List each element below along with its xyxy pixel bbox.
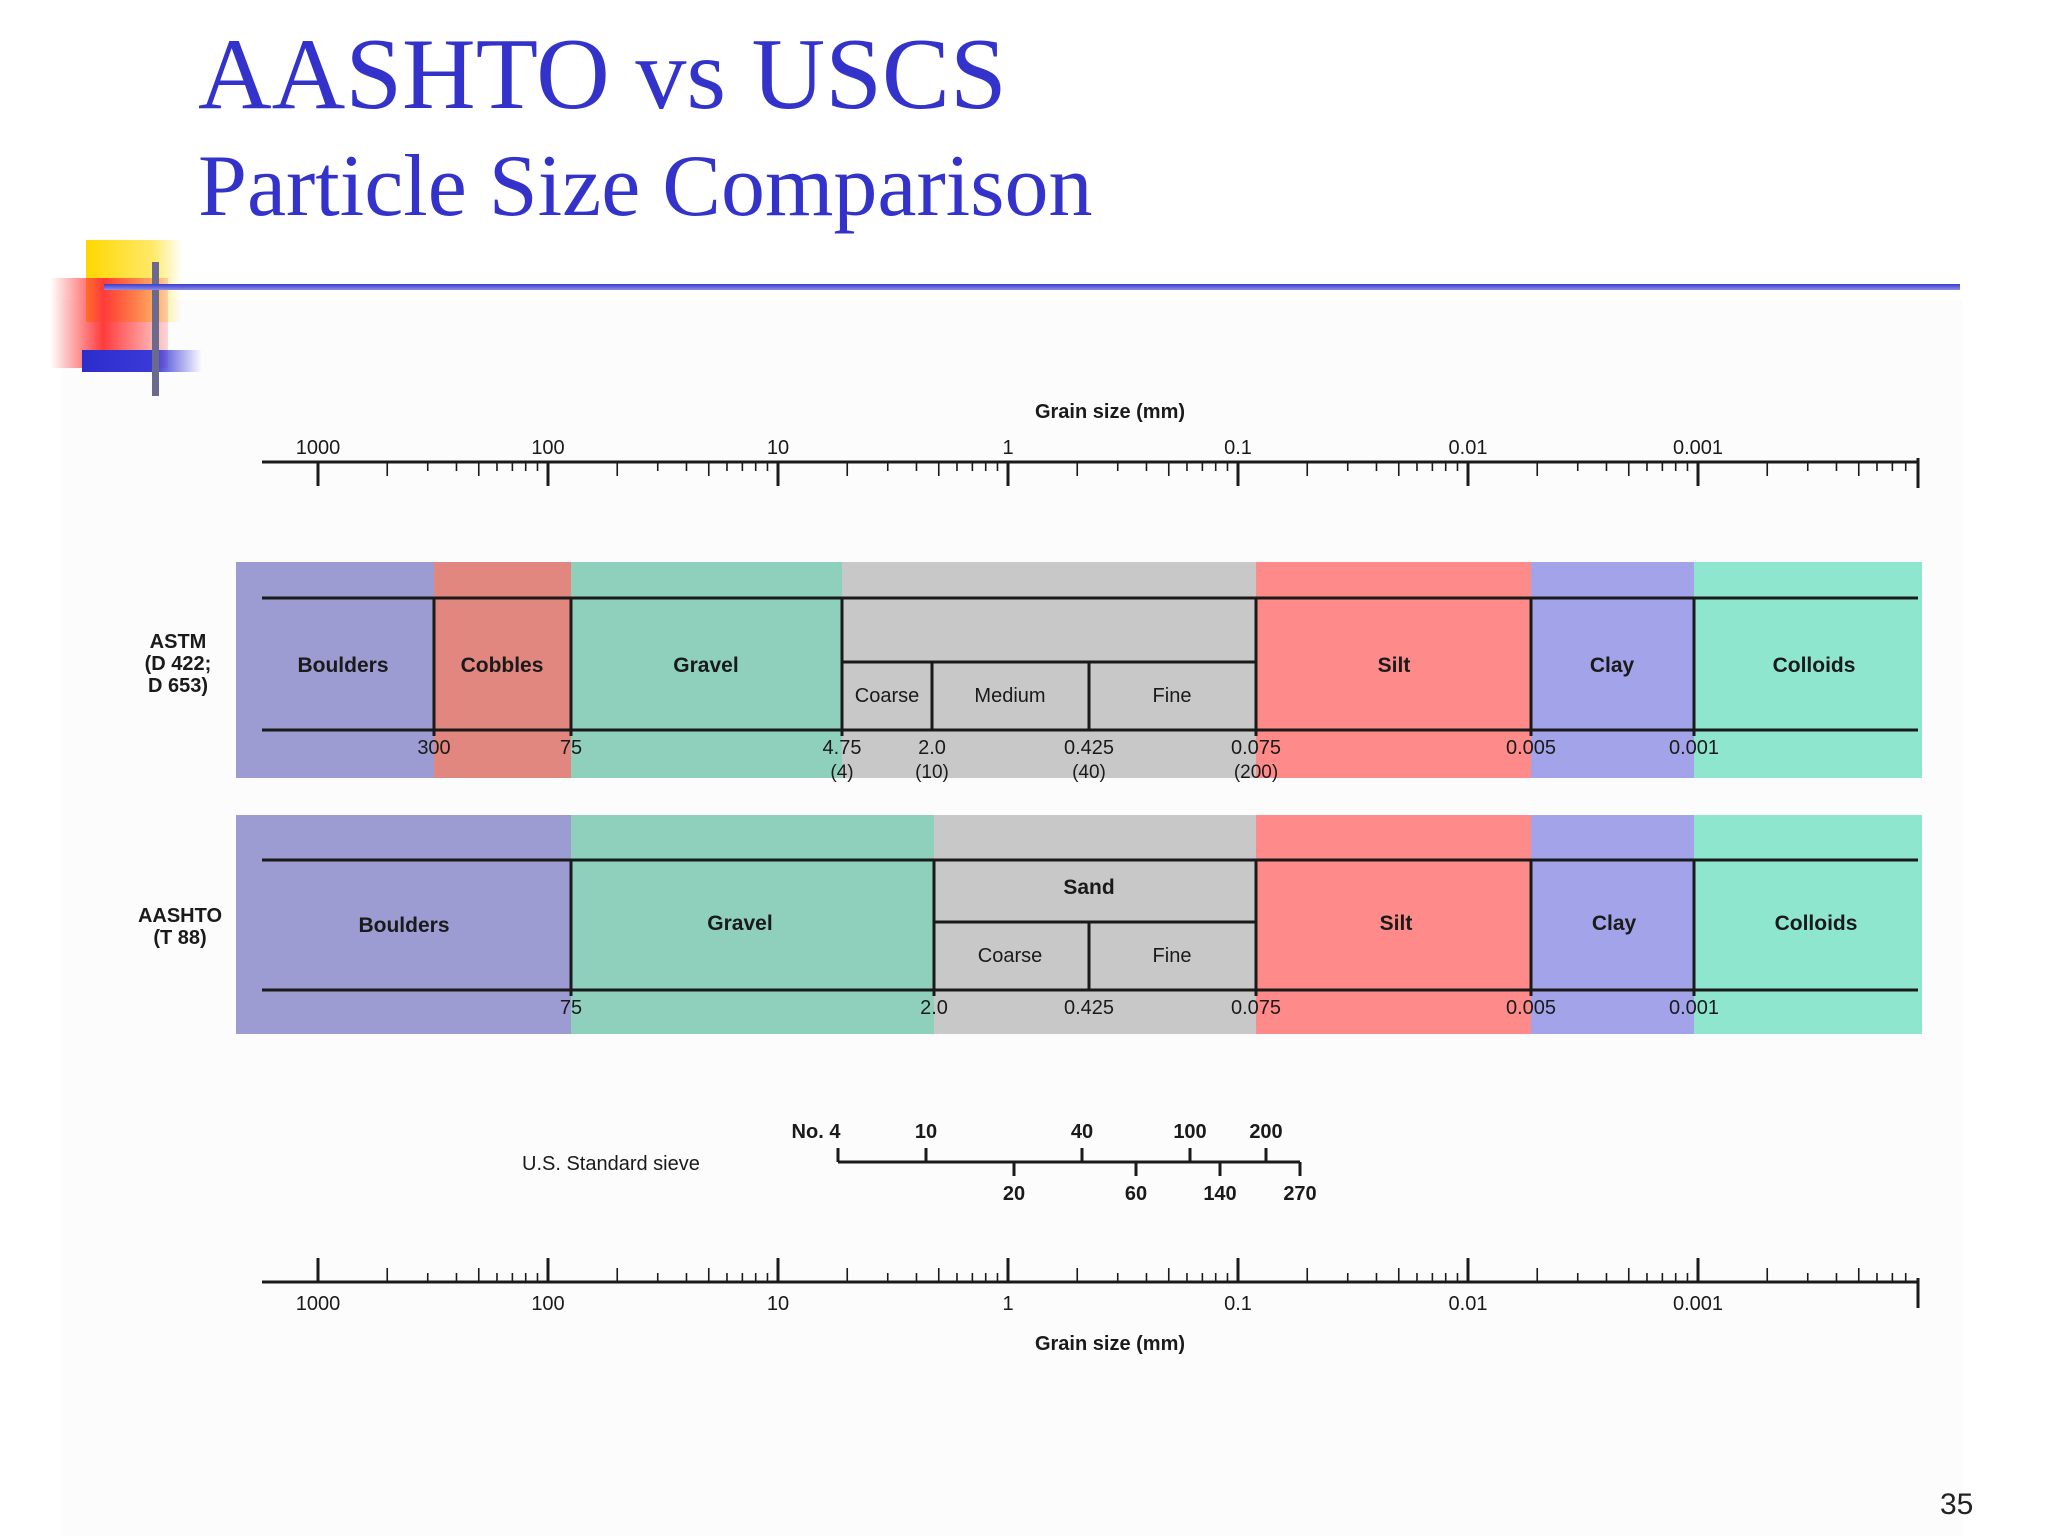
astm-boundary-label: 300	[417, 737, 450, 759]
aashto-band-clay	[1531, 815, 1694, 1034]
title-underline	[104, 284, 1960, 290]
slide-subtitle: Particle Size Comparison	[198, 138, 1093, 235]
top-axis-tick-label: 0.001	[1673, 437, 1723, 459]
astm-row-label: ASTM	[150, 631, 207, 653]
decorative-blue-bar	[82, 350, 202, 372]
bottom-axis-label: Grain size (mm)	[1035, 1333, 1185, 1355]
top-axis-label: Grain size (mm)	[1035, 401, 1185, 423]
astm-boundary-label: 0.425	[1064, 737, 1114, 759]
slide-title: AASHTO vs USCS	[198, 18, 1007, 131]
sieve-bottom-number: 20	[1003, 1183, 1025, 1205]
astm-boundary-label: 75	[560, 737, 582, 759]
top-axis-tick-label: 10	[767, 437, 789, 459]
astm-boundary-label: 0.075	[1231, 737, 1281, 759]
astm-sieve-label: (200)	[1234, 762, 1278, 783]
bottom-axis-tick-label: 0.01	[1449, 1293, 1488, 1315]
aashto-row-label: (T 88)	[153, 927, 206, 949]
aashto-boundary-label: 0.001	[1669, 997, 1719, 1019]
aashto-boundary-label: 0.425	[1064, 997, 1114, 1019]
bottom-axis-tick-label: 0.1	[1224, 1293, 1252, 1315]
bottom-axis-tick-label: 0.001	[1673, 1293, 1723, 1315]
sieve-no-label: No. 4	[792, 1121, 842, 1143]
astm-row-label: (D 422;	[145, 653, 212, 675]
aashto-band-sand	[934, 815, 1256, 1034]
aashto-band-label: Sand	[1063, 876, 1114, 899]
aashto-band-label: Boulders	[358, 914, 449, 937]
aashto-band-colloids	[1694, 815, 1922, 1034]
astm-band-label: Silt	[1378, 654, 1411, 677]
astm-boundary-label: 0.005	[1506, 737, 1556, 759]
aashto-band-silt	[1256, 815, 1531, 1034]
sieve-top-number: 40	[1071, 1121, 1093, 1143]
aashto-boundary-label: 2.0	[920, 997, 948, 1019]
astm-band-label: Cobbles	[461, 654, 544, 677]
sieve-top-number: 200	[1249, 1121, 1282, 1143]
top-axis-tick-label: 1	[1002, 437, 1013, 459]
aashto-band-boulders	[236, 815, 571, 1034]
astm-boundary-label: 0.001	[1669, 737, 1719, 759]
aashto-band-label: Gravel	[707, 912, 772, 935]
bottom-axis-tick-label: 1	[1002, 1293, 1013, 1315]
astm-row-label: D 653)	[148, 675, 208, 697]
astm-sand-sub-label: Coarse	[855, 685, 919, 707]
sieve-bottom-number: 140	[1203, 1183, 1236, 1205]
aashto-band-label: Colloids	[1775, 912, 1858, 935]
astm-band-label: Clay	[1590, 654, 1635, 677]
aashto-band-label: Silt	[1380, 912, 1413, 935]
page-number: 35	[1940, 1488, 1974, 1521]
sieve-scale-label: U.S. Standard sieve	[522, 1153, 700, 1175]
astm-band-label: Gravel	[673, 654, 738, 677]
aashto-band-gravel	[571, 815, 934, 1034]
astm-band-sand	[842, 562, 1256, 778]
aashto-row-label: AASHTO	[138, 905, 222, 927]
bottom-axis-tick-label: 10	[767, 1293, 789, 1315]
top-axis-tick-label: 0.1	[1224, 437, 1252, 459]
bottom-axis-tick-label: 100	[531, 1293, 564, 1315]
top-axis-tick-label: 1000	[296, 437, 341, 459]
astm-band-label: Colloids	[1773, 654, 1856, 677]
astm-sand-sub-label: Medium	[974, 685, 1045, 707]
decorative-gray-bar	[152, 262, 159, 396]
aashto-boundary-label: 0.005	[1506, 997, 1556, 1019]
top-axis-tick-label: 0.01	[1449, 437, 1488, 459]
sieve-bottom-number: 270	[1283, 1183, 1316, 1205]
astm-sieve-label: (10)	[915, 762, 949, 783]
astm-boundary-label: 2.0	[918, 737, 946, 759]
astm-sand-sub-label: Fine	[1153, 685, 1192, 707]
bottom-axis-tick-label: 1000	[296, 1293, 341, 1315]
aashto-band-label: Clay	[1592, 912, 1637, 935]
top-axis-tick-label: 100	[531, 437, 564, 459]
aashto-boundary-label: 75	[560, 997, 582, 1019]
sieve-top-number: 10	[915, 1121, 937, 1143]
aashto-sand-sub-label: Fine	[1153, 945, 1192, 967]
astm-band-label: Boulders	[297, 654, 388, 677]
sieve-top-number: 100	[1173, 1121, 1206, 1143]
aashto-boundary-label: 0.075	[1231, 997, 1281, 1019]
astm-sieve-label: (4)	[830, 762, 853, 783]
aashto-sand-sub-label: Coarse	[978, 945, 1042, 967]
sieve-bottom-number: 60	[1125, 1183, 1147, 1205]
astm-sieve-label: (40)	[1072, 762, 1106, 783]
astm-boundary-label: 4.75	[823, 737, 862, 759]
